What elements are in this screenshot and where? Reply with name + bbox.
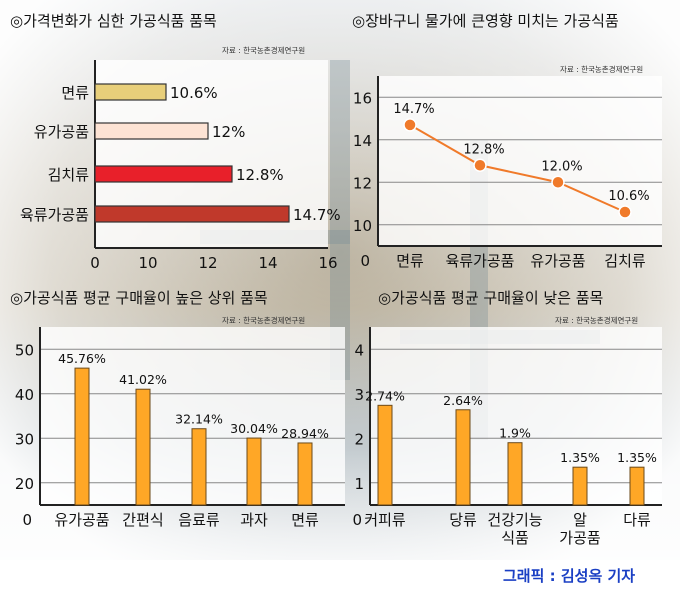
chart-source: 자료 : 한국농촌경제연구원 xyxy=(222,316,306,325)
chart-title: ◎장바구니 물가에 큰영향 미치는 가공식품 xyxy=(352,12,619,30)
chart-source: 자료 : 한국농촌경제연구원 xyxy=(222,46,306,55)
chart-source: 자료 : 한국농촌경제연구원 xyxy=(555,316,639,325)
chart-title: ◎가공식품 평균 구매율이 높은 상위 품목 xyxy=(10,289,268,307)
chart-title: ◎가격변화가 심한 가공식품 품목 xyxy=(10,12,217,30)
chart-source: 자료 : 한국농촌경제연구원 xyxy=(560,65,644,74)
chart-title: ◎가공식품 평균 구매율이 낮은 품목 xyxy=(378,289,604,307)
graphic-credit: 그래픽 : 김성옥 기자 xyxy=(503,567,636,585)
supermarket-background xyxy=(0,0,680,560)
